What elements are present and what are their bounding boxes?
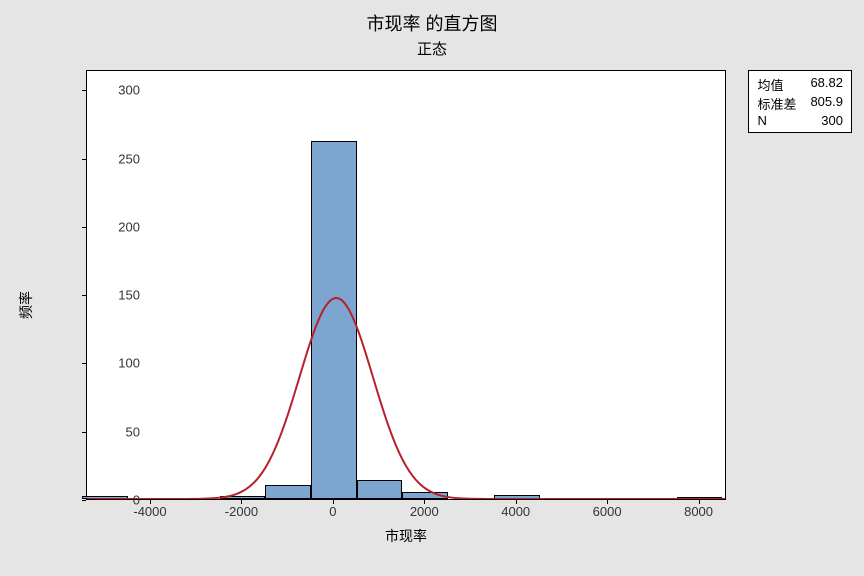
y-tick-label: 150 bbox=[106, 288, 140, 303]
chart-title: 市现率 的直方图 bbox=[0, 10, 864, 36]
y-tick-mark bbox=[82, 363, 86, 364]
y-tick-label: 200 bbox=[106, 219, 140, 234]
x-tick-label: -2000 bbox=[211, 504, 271, 519]
y-tick-mark bbox=[82, 295, 86, 296]
x-tick-label: 0 bbox=[303, 504, 363, 519]
histogram-bar bbox=[220, 496, 266, 499]
y-tick-mark bbox=[82, 500, 86, 501]
y-tick-mark bbox=[82, 432, 86, 433]
x-tick-mark bbox=[150, 500, 151, 504]
title-area: 市现率 的直方图 正态 bbox=[0, 0, 864, 59]
x-tick-label: -4000 bbox=[120, 504, 180, 519]
chart-container: 频率 050100150200250300 -4000-200002000400… bbox=[44, 60, 744, 550]
x-axis-label: 市现率 bbox=[86, 526, 726, 546]
stats-mean: 均值 68.82 bbox=[757, 75, 843, 94]
stats-mean-label: 均值 bbox=[757, 75, 783, 94]
x-tick-mark bbox=[333, 500, 334, 504]
chart-subtitle: 正态 bbox=[0, 38, 864, 59]
y-tick-mark bbox=[82, 227, 86, 228]
x-tick-label: 6000 bbox=[577, 504, 637, 519]
y-tick-mark bbox=[82, 90, 86, 91]
x-tick-label: 4000 bbox=[486, 504, 546, 519]
x-tick-mark bbox=[699, 500, 700, 504]
x-tick-mark bbox=[516, 500, 517, 504]
stats-std-value: 805.9 bbox=[810, 94, 843, 113]
histogram-bar bbox=[494, 495, 540, 499]
stats-mean-value: 68.82 bbox=[810, 75, 843, 94]
x-tick-mark bbox=[241, 500, 242, 504]
stats-std: 标准差 805.9 bbox=[757, 94, 843, 113]
x-tick-mark bbox=[424, 500, 425, 504]
histogram-bar bbox=[357, 480, 403, 499]
histogram-bar bbox=[265, 485, 311, 499]
stats-n: N 300 bbox=[757, 113, 843, 128]
x-tick-label: 2000 bbox=[394, 504, 454, 519]
stats-n-value: 300 bbox=[821, 113, 843, 128]
histogram-bar bbox=[677, 497, 723, 499]
histogram-bar bbox=[311, 141, 357, 499]
stats-std-label: 标准差 bbox=[757, 94, 796, 113]
normal-curve bbox=[87, 71, 725, 499]
y-tick-label: 50 bbox=[106, 424, 140, 439]
y-tick-label: 300 bbox=[106, 83, 140, 98]
y-tick-mark bbox=[82, 159, 86, 160]
stats-box: 均值 68.82 标准差 805.9 N 300 bbox=[748, 70, 852, 133]
y-axis-label: 频率 bbox=[16, 291, 36, 319]
y-tick-label: 250 bbox=[106, 151, 140, 166]
stats-n-label: N bbox=[757, 113, 766, 128]
x-tick-label: 8000 bbox=[669, 504, 729, 519]
y-tick-label: 100 bbox=[106, 356, 140, 371]
x-tick-mark bbox=[607, 500, 608, 504]
histogram-bar bbox=[402, 492, 448, 499]
plot-area bbox=[86, 70, 726, 500]
